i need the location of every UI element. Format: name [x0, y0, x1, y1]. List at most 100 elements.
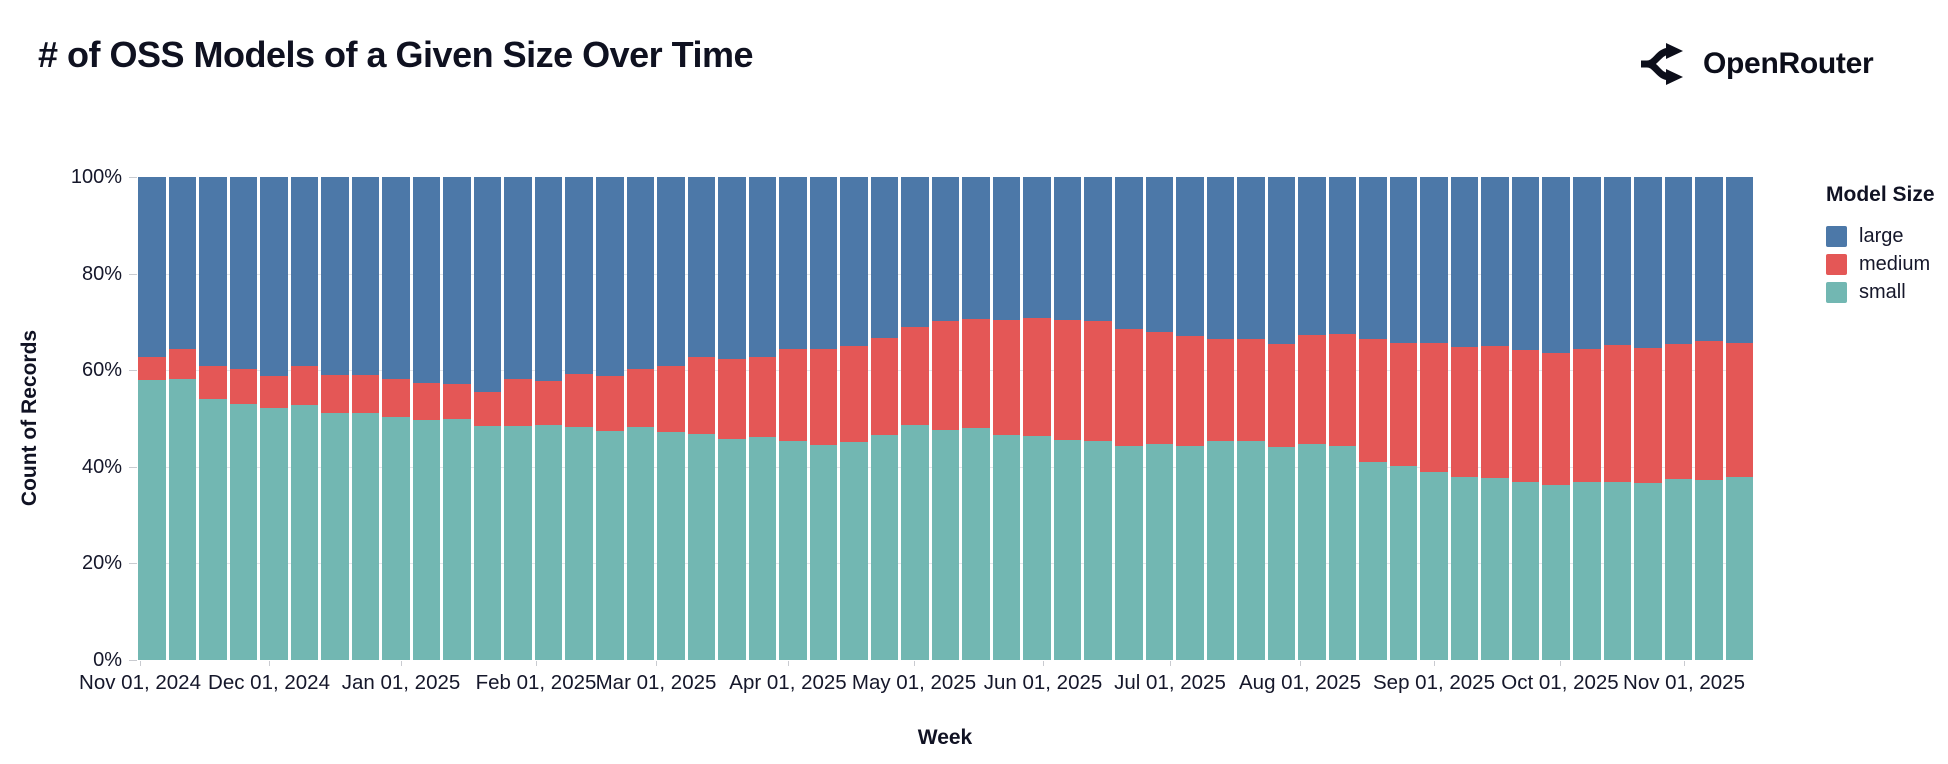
- bar-segment-large[interactable]: [1420, 177, 1448, 343]
- bar-segment-large[interactable]: [351, 177, 380, 376]
- bar-segment-small[interactable]: [809, 445, 838, 660]
- bar-segment-small[interactable]: [504, 425, 532, 660]
- bar-segment-medium[interactable]: [321, 375, 349, 413]
- bar-segment-small[interactable]: [443, 419, 471, 660]
- bar-segment-small[interactable]: [260, 407, 288, 660]
- bar-week-2025-06-06[interactable]: [1084, 177, 1112, 660]
- bar-segment-medium[interactable]: [382, 378, 410, 417]
- bar-segment-medium[interactable]: [1389, 342, 1418, 466]
- bar-segment-small[interactable]: [1115, 445, 1143, 660]
- bar-week-2025-08-01[interactable]: [1328, 177, 1357, 660]
- bar-segment-large[interactable]: [1328, 177, 1357, 334]
- bar-segment-small[interactable]: [1695, 479, 1723, 660]
- bar-week-2025-06-13[interactable]: [1115, 177, 1143, 660]
- bar-segment-large[interactable]: [1023, 177, 1051, 318]
- bar-segment-medium[interactable]: [260, 375, 288, 408]
- bar-segment-medium[interactable]: [534, 380, 563, 425]
- bar-segment-medium[interactable]: [168, 348, 197, 379]
- bar-segment-medium[interactable]: [1084, 320, 1112, 442]
- bar-week-2025-03-14[interactable]: [718, 177, 746, 660]
- bar-segment-small[interactable]: [290, 404, 319, 660]
- bar-segment-large[interactable]: [809, 177, 838, 350]
- bar-segment-small[interactable]: [870, 434, 899, 660]
- bar-segment-medium[interactable]: [748, 357, 777, 437]
- bar-week-2025-09-26[interactable]: [1572, 177, 1601, 660]
- bar-week-2025-02-28[interactable]: [657, 177, 685, 660]
- bar-segment-small[interactable]: [1206, 440, 1235, 660]
- bar-week-2025-08-22[interactable]: [1420, 177, 1448, 660]
- bar-segment-medium[interactable]: [138, 357, 166, 380]
- bar-week-2025-01-24[interactable]: [504, 177, 532, 660]
- bar-segment-large[interactable]: [962, 177, 990, 319]
- bar-segment-large[interactable]: [443, 177, 471, 385]
- bar-segment-medium[interactable]: [1023, 317, 1051, 436]
- bar-segment-large[interactable]: [1206, 177, 1235, 339]
- bar-segment-large[interactable]: [1053, 177, 1082, 320]
- bar-week-2025-04-04[interactable]: [809, 177, 838, 660]
- bar-segment-large[interactable]: [1664, 177, 1693, 345]
- bar-week-2024-12-20[interactable]: [351, 177, 380, 660]
- bar-segment-small[interactable]: [1450, 477, 1479, 660]
- bar-segment-small[interactable]: [1328, 445, 1357, 660]
- bar-segment-large[interactable]: [1450, 177, 1479, 347]
- bar-week-2025-01-03[interactable]: [412, 177, 441, 660]
- bar-segment-medium[interactable]: [1634, 348, 1662, 484]
- bar-segment-small[interactable]: [687, 433, 716, 660]
- bar-segment-medium[interactable]: [1053, 319, 1082, 441]
- bar-week-2025-05-16[interactable]: [992, 177, 1021, 660]
- bar-segment-small[interactable]: [412, 419, 441, 660]
- bar-week-2025-05-30[interactable]: [1053, 177, 1082, 660]
- bar-segment-small[interactable]: [1572, 482, 1601, 660]
- bar-segment-large[interactable]: [1695, 177, 1723, 342]
- bar-segment-large[interactable]: [1176, 177, 1204, 336]
- bar-segment-large[interactable]: [229, 177, 258, 370]
- bar-segment-large[interactable]: [534, 177, 563, 381]
- bar-week-2024-12-06[interactable]: [290, 177, 319, 660]
- bar-segment-medium[interactable]: [351, 375, 380, 413]
- bar-week-2024-11-22[interactable]: [229, 177, 258, 660]
- bar-segment-large[interactable]: [1145, 177, 1174, 332]
- bar-segment-medium[interactable]: [809, 349, 838, 446]
- bar-week-2025-08-08[interactable]: [1359, 177, 1387, 660]
- bar-segment-large[interactable]: [595, 177, 624, 377]
- bar-segment-large[interactable]: [290, 177, 319, 367]
- bar-segment-large[interactable]: [473, 177, 502, 392]
- bar-segment-small[interactable]: [1298, 444, 1326, 660]
- bar-segment-medium[interactable]: [595, 376, 624, 432]
- bar-segment-large[interactable]: [626, 177, 655, 370]
- bar-week-2025-08-15[interactable]: [1389, 177, 1418, 660]
- bar-segment-large[interactable]: [321, 177, 349, 376]
- bar-week-2025-07-04[interactable]: [1206, 177, 1235, 660]
- bar-segment-small[interactable]: [1145, 444, 1174, 660]
- openrouter-logo[interactable]: OpenRouter: [1640, 42, 1874, 86]
- bar-segment-medium[interactable]: [1206, 338, 1235, 441]
- bar-segment-medium[interactable]: [962, 318, 990, 428]
- bar-week-2025-08-29[interactable]: [1450, 177, 1479, 660]
- bar-segment-medium[interactable]: [718, 359, 746, 440]
- bar-segment-small[interactable]: [138, 379, 166, 660]
- bar-segment-small[interactable]: [1267, 447, 1296, 660]
- bar-segment-medium[interactable]: [229, 369, 258, 404]
- bar-week-2024-11-08[interactable]: [168, 177, 197, 660]
- bar-segment-medium[interactable]: [992, 319, 1021, 435]
- bar-segment-small[interactable]: [1023, 435, 1051, 660]
- bar-segment-large[interactable]: [1115, 177, 1143, 330]
- bar-week-2025-01-10[interactable]: [443, 177, 471, 660]
- bar-week-2024-12-27[interactable]: [382, 177, 410, 660]
- bar-segment-medium[interactable]: [1572, 349, 1601, 483]
- bar-week-2025-03-21[interactable]: [748, 177, 777, 660]
- bar-week-2025-09-12[interactable]: [1511, 177, 1540, 660]
- bar-segment-medium[interactable]: [1420, 342, 1448, 472]
- bar-segment-large[interactable]: [1481, 177, 1509, 347]
- bar-segment-small[interactable]: [779, 441, 807, 660]
- bar-segment-medium[interactable]: [901, 326, 929, 425]
- bar-week-2024-11-29[interactable]: [260, 177, 288, 660]
- bar-segment-large[interactable]: [779, 177, 807, 349]
- bar-segment-medium[interactable]: [626, 369, 655, 427]
- bar-segment-large[interactable]: [840, 177, 868, 346]
- bar-segment-large[interactable]: [870, 177, 899, 339]
- bar-segment-large[interactable]: [1634, 177, 1662, 349]
- bar-segment-large[interactable]: [565, 177, 593, 375]
- bar-segment-small[interactable]: [534, 424, 563, 660]
- bar-week-2025-03-07[interactable]: [687, 177, 716, 660]
